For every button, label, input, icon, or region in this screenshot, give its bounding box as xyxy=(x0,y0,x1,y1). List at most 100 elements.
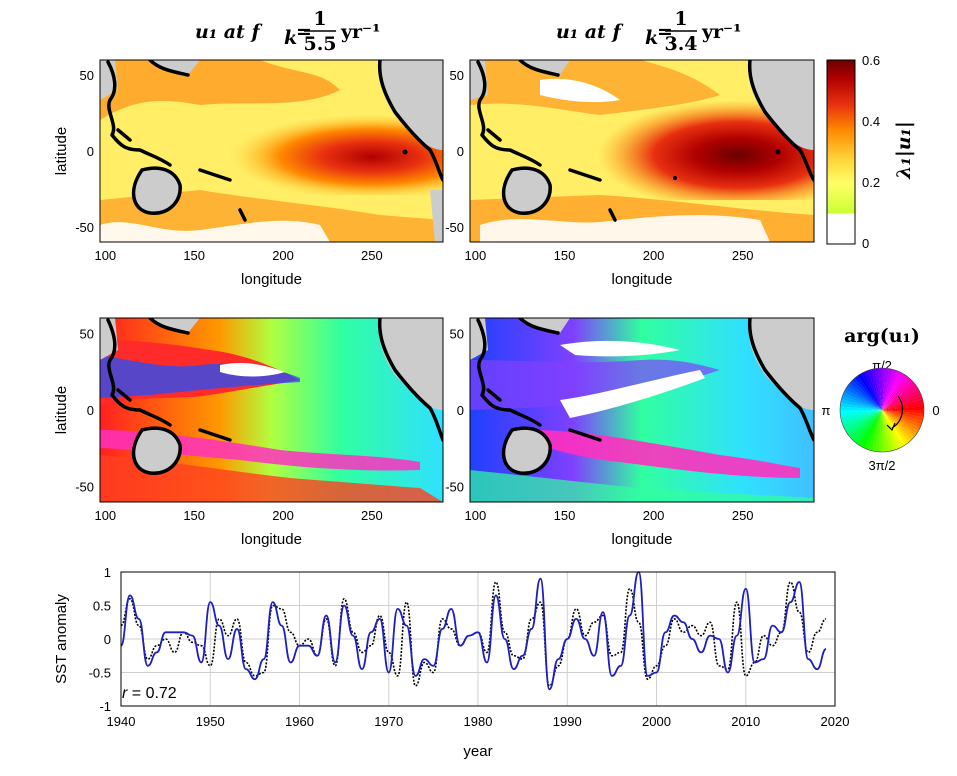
phase-wheel xyxy=(839,367,925,453)
colorbar-label: λ₁|u₁| xyxy=(893,121,915,180)
map-a-white-patches xyxy=(100,220,330,242)
chart-annotation-value: = 0.72 xyxy=(127,685,176,702)
chart-xtick-1980: 1980 xyxy=(464,714,493,729)
map-c-ytick--50: -50 xyxy=(75,480,94,495)
title-right-prefix: u₁ at f xyxy=(556,21,623,43)
chart-xtick-1950: 1950 xyxy=(196,714,225,729)
phase-wheel-sector xyxy=(882,382,917,410)
map-a-xtick-100: 100 xyxy=(94,248,116,263)
map-a-frame xyxy=(99,59,444,243)
title-right-unit: yr⁻¹ xyxy=(701,21,741,43)
phase-wheel-sector xyxy=(882,377,912,410)
phase-wheel-sector xyxy=(882,410,910,445)
series-observed-line xyxy=(120,581,827,687)
phase-wheel-legend: arg(u₁) π/2 3π/2 π 0 xyxy=(822,325,940,473)
chart-annotation-var: r xyxy=(122,685,128,702)
phase-wheel-sector xyxy=(867,410,882,451)
map-d-white-north xyxy=(560,340,680,357)
map-tick-labels: 100 150 200 250 longitude 50 0 -50 latitude 100 15… xyxy=(53,68,754,548)
phase-wheel-sector xyxy=(840,399,882,410)
title-right-num: 1 xyxy=(674,8,687,30)
phase-wheel-label-bottom: 3π/2 xyxy=(868,458,895,473)
map-d-south-green xyxy=(470,470,814,502)
map-b-land-america xyxy=(748,60,814,150)
map-c-xtick-250: 250 xyxy=(361,508,383,523)
map-c-xtick-100: 100 xyxy=(94,508,116,523)
map-d-xtick-200: 200 xyxy=(643,508,665,523)
phase-wheel-sector xyxy=(867,369,882,410)
map-a-xtick-200: 200 xyxy=(272,248,294,263)
chart-xlabel: year xyxy=(463,743,492,760)
phase-wheel-sector xyxy=(861,410,882,449)
map-d-ytick-0: 0 xyxy=(457,403,464,418)
title-left-unit: yr⁻¹ xyxy=(340,21,380,43)
phase-wheel-sector xyxy=(874,410,882,452)
title-right-den: 3.4 xyxy=(664,33,697,55)
phase-wheel-sector xyxy=(882,385,919,410)
map-c-xlabel: longitude xyxy=(241,531,302,548)
map-d-white-band xyxy=(560,370,705,418)
colorbar-tick-0: 0 xyxy=(862,236,869,251)
map-title-left: u₁ at f k = 1 5.5 yr⁻¹ xyxy=(195,8,380,55)
map-a-south-band xyxy=(100,190,443,242)
map-title-right: u₁ at f k = 1 3.4 yr⁻¹ xyxy=(556,8,741,55)
phase-wheel-label-right: 0 xyxy=(932,403,939,418)
map-a-xlabel: longitude xyxy=(241,271,302,288)
map-d-violet-band xyxy=(470,359,720,410)
phase-wheel-sector xyxy=(882,369,897,410)
phase-wheel-sector xyxy=(882,370,900,410)
colorbar-tick-0.6: 0.6 xyxy=(862,53,880,68)
title-right-eq: = xyxy=(657,21,673,43)
phase-wheel-sector xyxy=(847,383,882,410)
map-d-land-america xyxy=(748,318,814,410)
chart-annotation: r = 0.72 xyxy=(122,685,177,702)
chart-xtick-1970: 1970 xyxy=(374,714,403,729)
phase-wheel-sector xyxy=(854,375,882,410)
series-model-line xyxy=(120,571,827,691)
chart-ylabel: SST anomaly xyxy=(53,594,70,684)
phase-wheel-sector xyxy=(841,395,882,410)
phase-wheel-sector xyxy=(852,410,882,443)
phase-wheel-sector xyxy=(849,410,882,440)
phase-wheel-sector xyxy=(882,371,903,410)
phase-wheel-sector xyxy=(882,395,923,410)
phase-wheel-sector xyxy=(843,410,882,432)
phase-wheel-sector xyxy=(882,368,893,410)
map-d-land-australia xyxy=(503,428,551,474)
map-b-xtick-250: 250 xyxy=(732,248,754,263)
phase-wheel-sector xyxy=(864,410,882,450)
map-a-ytick-50: 50 xyxy=(80,68,94,83)
title-left-eq: = xyxy=(296,21,312,43)
chart-xtick-1940: 1940 xyxy=(107,714,136,729)
chart-ytick--0.5: -0.5 xyxy=(89,666,111,681)
chart-xtick-2010: 2010 xyxy=(731,714,760,729)
chart-ytick-0: 0 xyxy=(104,632,111,647)
map-b-xlabel: longitude xyxy=(612,271,673,288)
map-b-xtick-100: 100 xyxy=(464,248,486,263)
phase-wheel-sector xyxy=(870,368,882,410)
phase-wheel-label-left: π xyxy=(822,403,831,418)
map-b-ytick--50: -50 xyxy=(445,220,464,235)
phase-wheel-sector xyxy=(842,392,882,410)
phase-wheel-sector xyxy=(881,368,886,410)
chart-ytick-1: 1 xyxy=(104,565,111,580)
colorbar-gradient xyxy=(826,59,856,245)
phase-wheel-sector xyxy=(855,410,882,445)
map-c-ylabel: latitude xyxy=(53,386,70,434)
map-phase-right xyxy=(470,318,814,502)
phase-wheel-sector xyxy=(840,410,882,422)
map-b-land-australia xyxy=(503,168,551,214)
map-a-ytick--50: -50 xyxy=(75,220,94,235)
chart-series xyxy=(120,571,827,691)
map-c-land-america xyxy=(378,318,443,410)
phase-wheel-sector xyxy=(882,410,924,421)
map-b-white-north xyxy=(540,78,620,103)
phase-wheel-sector xyxy=(882,398,924,410)
phase-wheel-sector xyxy=(882,410,923,425)
chart-tick-labels: 1940 1950 1960 1970 1980 1990 2000 2010 2020 1 0.5… xyxy=(89,565,850,729)
map-c-south-red xyxy=(100,455,443,502)
chart-xtick-2000: 2000 xyxy=(642,714,671,729)
phase-wheel-sector xyxy=(882,410,912,443)
map-a-land-north xyxy=(150,60,200,75)
map-a-coastlines xyxy=(106,60,443,222)
